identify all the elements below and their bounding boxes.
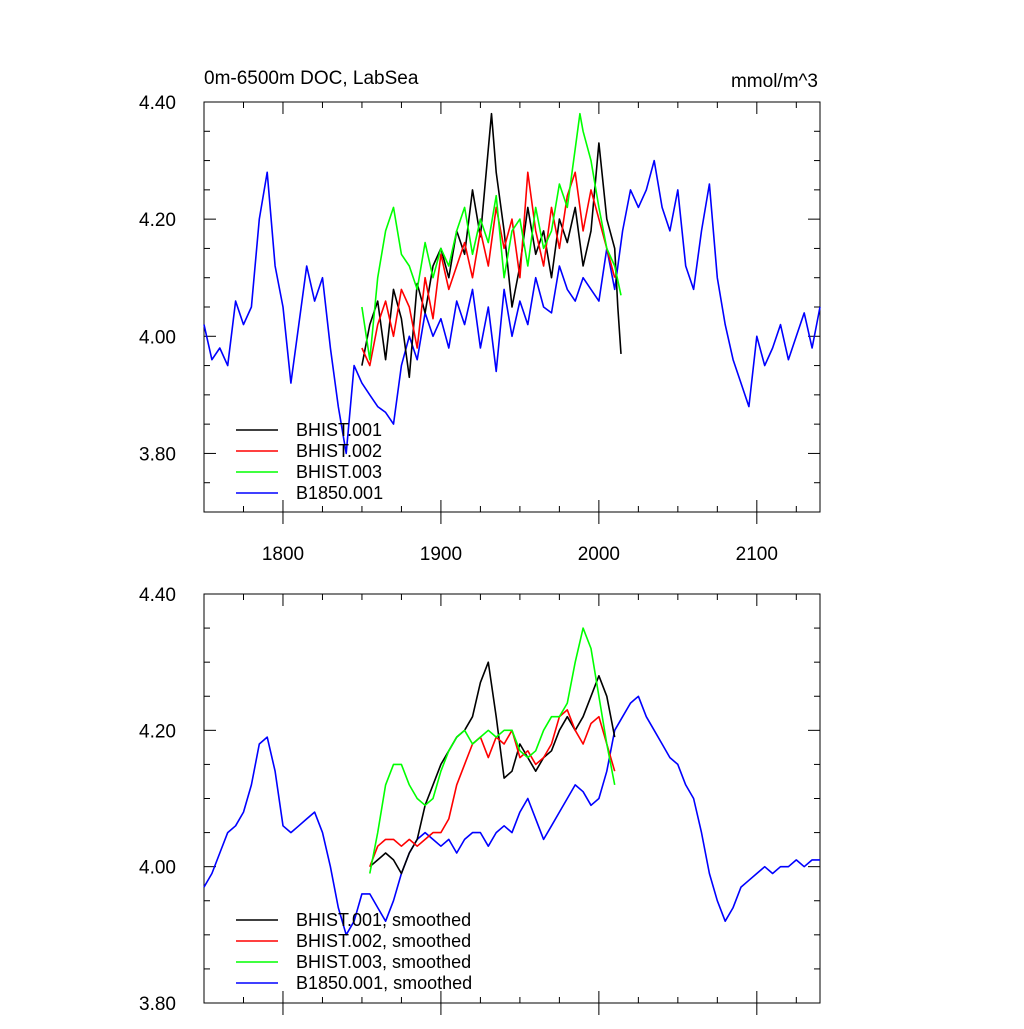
y-tick-label: 3.80 <box>139 994 176 1015</box>
legend-label: BHIST.002 <box>296 441 382 461</box>
y-tick-label: 4.20 <box>139 721 176 742</box>
units-label: mmol/m^3 <box>731 71 818 92</box>
legend-label: BHIST.003 <box>296 462 382 482</box>
y-tick-label: 3.80 <box>139 444 176 465</box>
y-tick-label: 4.40 <box>139 93 176 114</box>
series-line-b1850-001 <box>203 159 821 455</box>
legend-label: BHIST.002, smoothed <box>296 931 471 951</box>
series-line-b1850-001-smoothed <box>203 695 820 936</box>
chart-title: 0m-6500m DOC, LabSea <box>204 68 419 89</box>
series-line-bhist-001 <box>361 112 622 379</box>
series-line-bhist-003-smoothed <box>369 627 616 874</box>
y-tick-label: 4.20 <box>139 210 176 231</box>
series-line-bhist-002-smoothed <box>369 709 616 867</box>
legend-label: B1850.001, smoothed <box>296 973 472 993</box>
x-tick-label: 2100 <box>736 544 778 565</box>
legend-label: BHIST.003, smoothed <box>296 952 471 972</box>
legend-label: BHIST.001, smoothed <box>296 910 471 930</box>
top-panel: 3.80 4.00 4.20 4.40 1800 1900 2000 2100 BHIST.00… <box>139 93 821 565</box>
y-tick-label: 4.40 <box>139 585 176 606</box>
y-tick-label: 4.00 <box>139 858 176 879</box>
legend-label: B1850.001 <box>296 483 383 503</box>
x-tick-label: 1900 <box>420 544 462 565</box>
x-tick-label: 1800 <box>262 544 304 565</box>
legend-label: BHIST.001 <box>296 420 382 440</box>
x-tick-label: 2000 <box>578 544 620 565</box>
series-line-bhist-003 <box>361 112 622 361</box>
y-tick-label: 4.00 <box>139 327 176 348</box>
series-line-bhist-002 <box>361 171 616 367</box>
